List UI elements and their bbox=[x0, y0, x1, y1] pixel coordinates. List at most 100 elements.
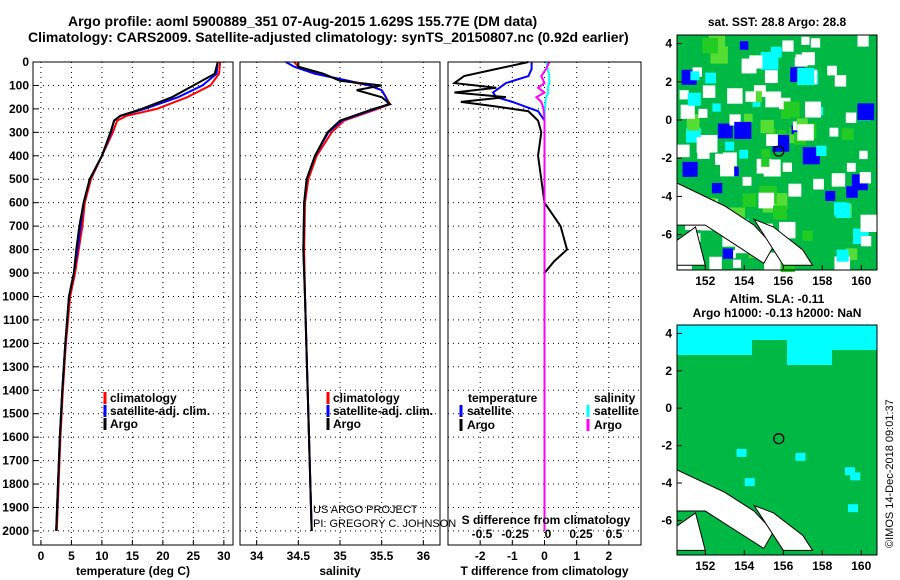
y-tick-label: 100 bbox=[9, 78, 29, 92]
legend-title-temperature: temperature bbox=[468, 391, 538, 405]
sst-cell bbox=[846, 162, 856, 172]
plot-frame bbox=[447, 61, 642, 546]
sst-cell bbox=[765, 91, 782, 108]
x-tick-label: 35 bbox=[333, 549, 347, 563]
x-axis-label: T difference from climatology bbox=[460, 564, 628, 578]
y-tick-label: 700 bbox=[9, 219, 29, 233]
sla-cell bbox=[736, 448, 747, 457]
land-bougainville bbox=[752, 218, 814, 266]
sst-cell bbox=[777, 129, 787, 140]
sst-cell bbox=[686, 114, 699, 126]
lon-tick-label: 158 bbox=[812, 274, 832, 288]
sst-cell bbox=[698, 108, 708, 118]
sst-cell bbox=[857, 103, 875, 121]
sla-cell bbox=[744, 478, 755, 487]
sst-cell bbox=[758, 192, 775, 209]
y-tick-label: 1700 bbox=[2, 454, 29, 468]
sst-cell bbox=[742, 176, 752, 186]
y-tick-label: 1900 bbox=[2, 500, 29, 514]
lat-tick-label: -4 bbox=[661, 189, 672, 203]
sst-cell bbox=[860, 236, 872, 247]
y-tick-label: 1200 bbox=[2, 336, 29, 350]
sst-cell bbox=[761, 158, 770, 167]
sst-cell bbox=[679, 90, 689, 100]
argo-location-marker bbox=[773, 433, 785, 445]
argo-location-marker bbox=[773, 145, 785, 157]
sst-cell bbox=[727, 88, 743, 104]
sla-cell bbox=[845, 467, 856, 476]
sla-cell bbox=[850, 472, 861, 481]
legend-label: Argo bbox=[110, 417, 138, 431]
sst-cell bbox=[845, 112, 857, 123]
sst-cell bbox=[802, 147, 820, 165]
sst-cell bbox=[712, 103, 721, 112]
sst-cell bbox=[802, 230, 813, 241]
sst-cell bbox=[761, 148, 770, 158]
sst-cell bbox=[805, 101, 822, 118]
sst-cell bbox=[783, 101, 800, 118]
difference-panel: -2 -1 0 1 2T difference from climatology temp… bbox=[447, 61, 642, 578]
series-argo bbox=[297, 62, 393, 531]
credit-line2: PI: GREGORY C. JOHNSON bbox=[313, 518, 456, 530]
y-tick-label: 400 bbox=[9, 149, 29, 163]
sst-cell bbox=[742, 193, 757, 207]
x-tick-label: 34 bbox=[250, 549, 264, 563]
sst-cell bbox=[764, 70, 778, 84]
sst-cell bbox=[687, 92, 701, 106]
series-argo bbox=[55, 61, 219, 531]
x-tick-label: 25 bbox=[187, 549, 201, 563]
plot-frame bbox=[32, 61, 234, 546]
sst-cell bbox=[709, 256, 722, 270]
x-tick-label: 10 bbox=[95, 549, 109, 563]
map-frame bbox=[676, 324, 878, 556]
x-tick-label: 15 bbox=[126, 549, 140, 563]
sst-cell bbox=[860, 214, 878, 233]
sst-cell bbox=[739, 41, 749, 50]
legend-label: satellite bbox=[594, 404, 639, 418]
lat-tick-label: -2 bbox=[661, 439, 672, 453]
sst-cell bbox=[801, 36, 810, 45]
y-tick-label: 1300 bbox=[2, 360, 29, 374]
lon-tick-label: 160 bbox=[851, 274, 871, 288]
sst-cell bbox=[829, 127, 839, 137]
temperature-panel: 0 5 10 15 20 25 30 temperature (deg C) 0 100 200 30… bbox=[2, 55, 234, 578]
sst-map-title: sat. SST: 28.8 Argo: 28.8 bbox=[708, 15, 847, 29]
lon-tick-label: 152 bbox=[695, 559, 715, 573]
sst-cell bbox=[677, 144, 690, 158]
x2-axis-label: S difference from climatology bbox=[462, 513, 631, 527]
series-t-argo bbox=[451, 61, 569, 531]
legend-label: satellite-adj. clim. bbox=[110, 404, 210, 418]
x-tick-label: 35.5 bbox=[370, 549, 394, 563]
lon-tick-label: 160 bbox=[851, 559, 871, 573]
sst-cell bbox=[859, 172, 872, 184]
sst-cell bbox=[764, 252, 781, 270]
title-line1: Argo profile: aoml 5900889_351 07-Aug-20… bbox=[68, 13, 537, 29]
x-tick-label: -2 bbox=[475, 549, 486, 563]
lon-tick-label: 154 bbox=[734, 559, 754, 573]
sst-cell bbox=[846, 186, 858, 198]
lat-tick-label: 0 bbox=[665, 113, 672, 127]
y-tick-label: 300 bbox=[9, 125, 29, 139]
lon-tick-label: 158 bbox=[812, 559, 832, 573]
sst-cell bbox=[788, 134, 798, 144]
sst-cell bbox=[827, 65, 837, 76]
sst-cell bbox=[772, 205, 787, 220]
x-tick-label: 34.5 bbox=[287, 549, 311, 563]
sla-map: 152 154 156 158 160 4 2 0 -2 -4 -6 Altim. SLA: -0.1… bbox=[661, 292, 878, 573]
legend-label: satellite bbox=[467, 404, 512, 418]
sla-high-region bbox=[677, 325, 877, 365]
y-tick-label: 800 bbox=[9, 243, 29, 257]
sst-cell bbox=[831, 173, 846, 187]
sst-cell bbox=[722, 248, 734, 259]
y-tick-label: 2000 bbox=[2, 524, 29, 538]
legend-label: satellite-adj. clim. bbox=[333, 404, 433, 418]
x-axis-label: salinity bbox=[319, 564, 361, 578]
y-tick-label: 1600 bbox=[2, 430, 29, 444]
y-tick-label: 1100 bbox=[3, 313, 29, 327]
sst-cell bbox=[782, 162, 792, 172]
legend-label: Argo bbox=[333, 417, 361, 431]
sst-cell bbox=[836, 249, 849, 262]
lat-tick-label: 4 bbox=[665, 37, 672, 51]
land-bougainville bbox=[752, 504, 814, 551]
plot-frame bbox=[239, 61, 441, 546]
